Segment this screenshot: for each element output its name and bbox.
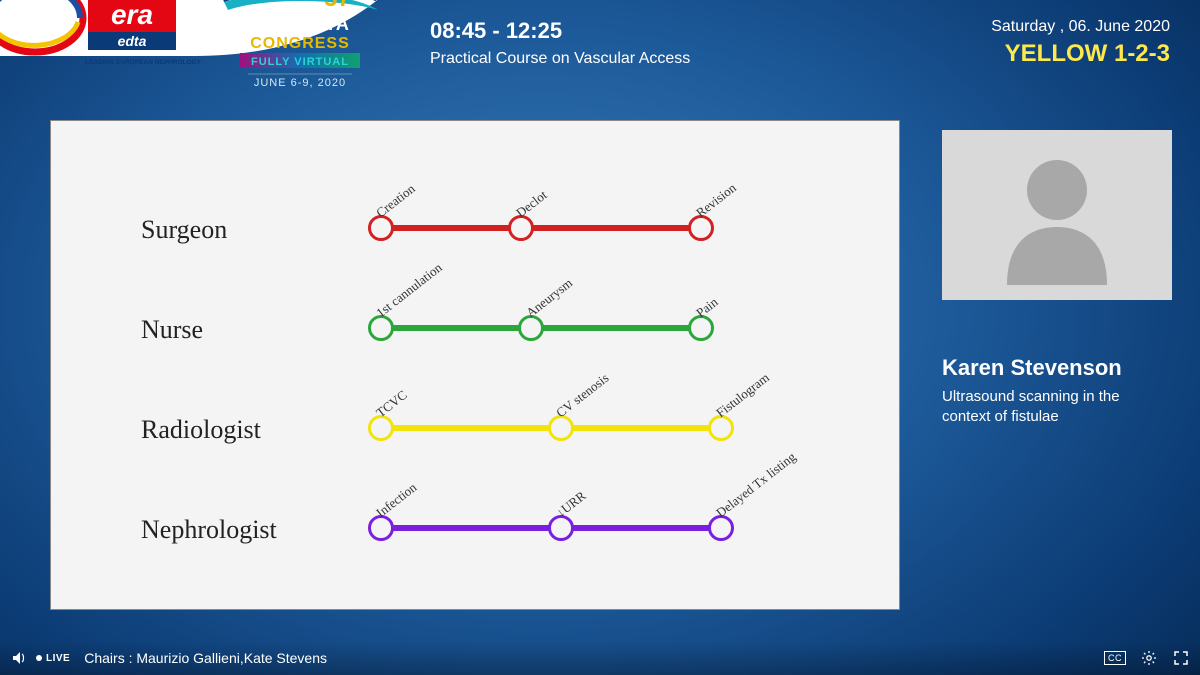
fullscreen-icon[interactable] [1172, 649, 1190, 667]
node-label: Declot [513, 187, 550, 221]
event-dates: JUNE 6-9, 2020 [254, 77, 346, 89]
node-label: TCVC [373, 387, 410, 421]
presenter-name: Karen Stevenson [942, 355, 1172, 381]
event-line3: FULLY VIRTUAL [251, 56, 349, 68]
player-bar: LIVE Chairs : Maurizio Gallieni,Kate Ste… [0, 641, 1200, 675]
player-bar-right: CC [1104, 649, 1190, 667]
node-label: CV stenosis [553, 370, 612, 421]
diagram-row-radiologist: RadiologistTCVCCV stenosisFistulogram [51, 381, 899, 471]
node-label: Infection [373, 480, 420, 521]
presenter-panel: Karen Stevenson Ultrasound scanning in t… [942, 130, 1172, 426]
player-bar-left: LIVE Chairs : Maurizio Gallieni,Kate Ste… [10, 649, 327, 667]
date-block: Saturday , 06. June 2020 YELLOW 1-2-3 [991, 18, 1170, 68]
org-tagline-text: LEADING EUROPEAN NEPHROLOGY [85, 59, 202, 66]
event-number: 57 [324, 0, 351, 12]
diagram-row-nurse: Nurse1st cannulationAneurysmPain [51, 281, 899, 371]
logo-cluster: era edta LEADING EUROPEAN NEPHROLOGY 57 … [0, 0, 410, 110]
role-label: Nephrologist [141, 515, 341, 545]
presenter-avatar [942, 130, 1172, 300]
event-line1: ERA-EDTA [250, 14, 350, 34]
captions-button[interactable]: CC [1104, 651, 1126, 665]
presenter-topic: Ultrasound scanning in the context of fi… [942, 387, 1172, 426]
node-label: Aneurysm [523, 275, 576, 321]
logo-svg: era edta LEADING EUROPEAN NEPHROLOGY 57 … [0, 0, 420, 110]
session-room: YELLOW 1-2-3 [991, 40, 1170, 68]
role-label: Nurse [141, 315, 341, 345]
session-course: Practical Course on Vascular Access [430, 50, 690, 68]
node-label: Fistulogram [713, 370, 772, 421]
session-date: Saturday , 06. June 2020 [991, 18, 1170, 36]
role-label: Radiologist [141, 415, 341, 445]
role-label: Surgeon [141, 215, 341, 245]
node-label: Revision [693, 180, 739, 221]
node-label: ↓URR [553, 488, 589, 521]
track [381, 225, 701, 231]
node-label: Creation [373, 181, 418, 221]
stage: era edta LEADING EUROPEAN NEPHROLOGY 57 … [0, 0, 1200, 675]
event-line2: CONGRESS [250, 35, 350, 52]
diagram-row-surgeon: Surgeon Creation Declot Revision [51, 181, 899, 271]
volume-icon[interactable] [10, 649, 28, 667]
chairs-label: Chairs : Maurizio Gallieni,Kate Stevens [84, 650, 327, 666]
diagram-row-nephrologist: NephrologistInfection↓URRDelayed Tx list… [51, 481, 899, 571]
live-indicator: LIVE [36, 653, 70, 664]
settings-icon[interactable] [1140, 649, 1158, 667]
live-dot-icon [36, 655, 42, 661]
avatar-placeholder-icon [997, 145, 1117, 285]
org-sub-text: edta [118, 33, 147, 49]
org-name-text: era [111, 0, 153, 30]
session-time: 08:45 - 12:25 [430, 18, 690, 44]
slide-panel: Surgeon Creation Declot Revision Nurse1st ca… [50, 120, 900, 610]
time-block: 08:45 - 12:25 Practical Course on Vascul… [430, 18, 690, 68]
